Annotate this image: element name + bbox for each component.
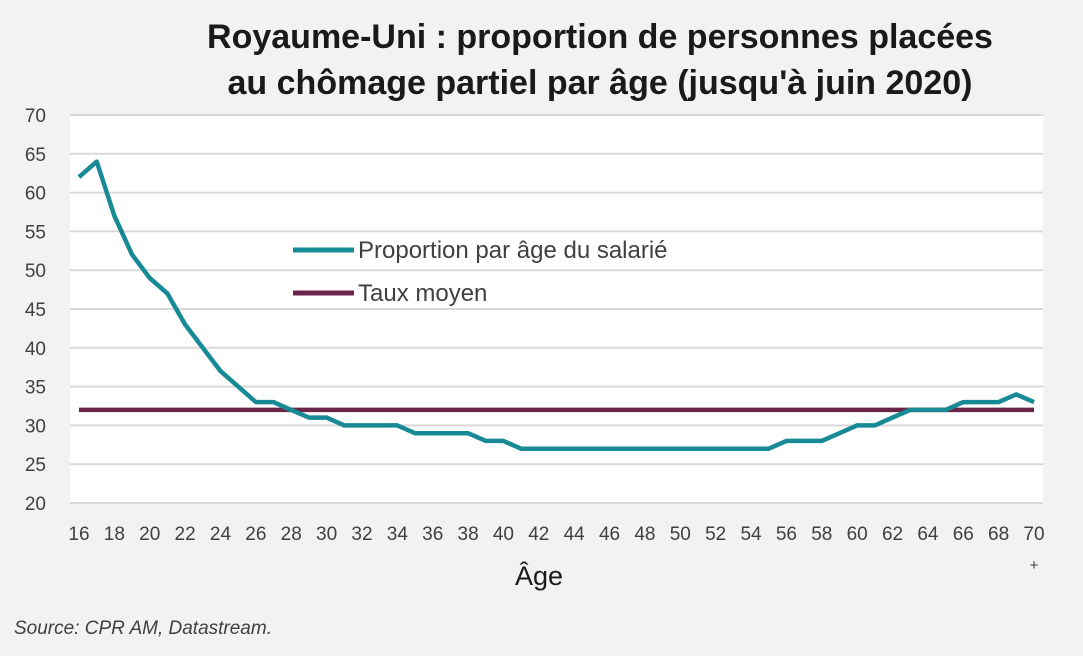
y-tick-label: 60 [25, 184, 46, 205]
x-tick-label: 56 [776, 524, 797, 545]
x-tick-label: 32 [351, 524, 372, 545]
x-tick-label: 34 [387, 524, 409, 545]
x-tick-label: 38 [458, 524, 479, 545]
y-tick-label: 35 [25, 378, 46, 399]
legend-label-taux-moyen: Taux moyen [358, 280, 487, 307]
x-tick-label: 22 [175, 524, 196, 545]
data-series [77, 159, 1035, 451]
x-tick-label: 40 [493, 524, 514, 545]
chart-title: Royaume-Uni : proportion de personnes pl… [140, 14, 1060, 106]
y-tick-label: 70 [25, 106, 46, 127]
x-tick-label: 16 [68, 524, 89, 545]
x-axis-ticks: 16 18 20 22 24 26 28 30 32 34 36 38 40 42 44 46 48 50 52 54… [68, 524, 1044, 574]
x-tick-label: 26 [245, 524, 266, 545]
x-tick-label: 58 [811, 524, 832, 545]
x-tick-label: 68 [988, 524, 1009, 545]
y-tick-label: 50 [25, 261, 46, 282]
gridlines [70, 114, 1043, 504]
x-tick-label: 48 [634, 524, 655, 545]
y-tick-label: 65 [25, 145, 46, 166]
x-tick-label: 54 [740, 524, 762, 545]
x-tick-label: 64 [917, 524, 939, 545]
x-tick-label: 46 [599, 524, 620, 545]
x-tick-label: 60 [847, 524, 868, 545]
x-tick-suffix: + [1030, 557, 1039, 574]
legend-label-proportion: Proportion par âge du salarié [358, 237, 668, 264]
x-tick-label: 50 [670, 524, 691, 545]
x-tick-label: 52 [705, 524, 726, 545]
y-tick-label: 30 [25, 416, 46, 437]
x-tick-label: 28 [281, 524, 302, 545]
y-tick-label: 20 [25, 494, 46, 515]
y-axis-ticks: 20 25 30 35 40 45 50 55 60 65 70 [25, 106, 46, 515]
x-axis-title: Âge [515, 560, 563, 591]
series-line-proportion [77, 159, 1035, 451]
y-tick-label: 55 [25, 222, 46, 243]
x-tick-label: 42 [528, 524, 549, 545]
x-tick-label: 30 [316, 524, 337, 545]
x-tick-label: 36 [422, 524, 443, 545]
chart-title-line-2: au chômage partiel par âge (jusqu'à juin… [227, 64, 973, 102]
x-tick-label: 66 [953, 524, 974, 545]
x-tick-label: 20 [139, 524, 160, 545]
x-tick-label: 44 [564, 524, 586, 545]
chart-title-line-1: Royaume-Uni : proportion de personnes pl… [207, 18, 993, 56]
source-note: Source: CPR AM, Datastream. [14, 618, 272, 639]
x-tick-label: 18 [104, 524, 125, 545]
legend: Proportion par âge du salarié Taux moyen [293, 237, 668, 307]
y-tick-label: 40 [25, 339, 46, 360]
y-tick-label: 25 [25, 455, 46, 476]
x-tick-label: 24 [210, 524, 232, 545]
x-tick-label: 62 [882, 524, 903, 545]
y-tick-label: 45 [25, 300, 46, 321]
x-tick-label: 70 [1023, 524, 1044, 545]
